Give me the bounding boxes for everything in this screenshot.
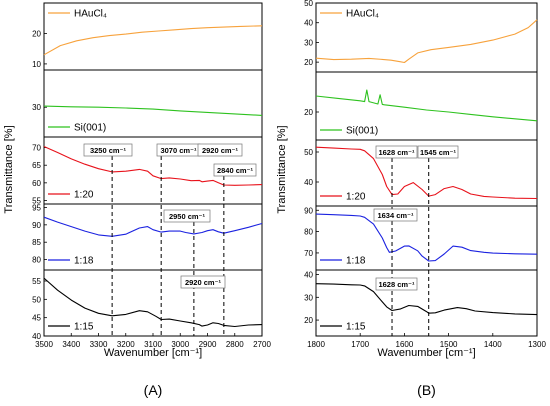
legend-label: 1:20 — [74, 190, 94, 201]
y-tick-label: 70 — [304, 249, 313, 258]
legend-label: Si(001) — [346, 126, 378, 137]
y-tick-label: 40 — [304, 19, 313, 28]
series-line — [315, 19, 538, 64]
legend-label: HAuCl₄ — [74, 9, 107, 20]
y-tick-label: 20 — [32, 29, 41, 38]
series-line — [43, 216, 263, 237]
annotation-box — [163, 209, 211, 223]
y-tick-label: 50 — [304, 148, 313, 157]
x-tick-label: 3000 — [171, 340, 189, 349]
series-line — [43, 25, 263, 56]
chart-panel: 10 20 HAuCl₄ 30 Si(001) 55 60 65 70 1:20 80 85 90 95 1… — [3, 2, 271, 398]
panel-label: (A) — [144, 382, 163, 398]
annotation-label: 1628 cm⁻¹ — [378, 280, 415, 289]
x-tick-label: 1800 — [307, 340, 325, 349]
y-tick-label: 20 — [304, 316, 313, 325]
y-axis-label: Transmittance [%] — [276, 125, 288, 213]
x-tick-label: 2900 — [199, 340, 217, 349]
annotation-box — [375, 277, 418, 291]
y-tick-label: 50 — [304, 0, 313, 8]
annotation-label: 1634 cm⁻¹ — [377, 211, 414, 220]
y-tick-label: 90 — [32, 221, 41, 230]
annotation-label: 1628 cm⁻¹ — [378, 148, 415, 157]
y-tick-label: 40 — [304, 271, 313, 280]
annotation-box — [417, 145, 459, 159]
x-tick-label: 2800 — [226, 340, 244, 349]
legend-label: 1:18 — [74, 256, 94, 267]
y-tick-label: 65 — [32, 161, 41, 170]
y-tick-label: 40 — [32, 332, 41, 341]
y-tick-label: 50 — [32, 295, 41, 304]
series-line — [315, 146, 538, 200]
panel-label: (B) — [417, 382, 436, 398]
legend-label: 1:15 — [74, 322, 94, 333]
x-tick-label: 1700 — [351, 340, 369, 349]
annotation-label: 1545 cm⁻¹ — [420, 148, 457, 157]
legend-label: 1:18 — [346, 256, 366, 267]
annotation-label: 2840 cm⁻¹ — [217, 166, 254, 175]
y-tick-label: 70 — [32, 144, 41, 153]
series-line — [43, 277, 263, 328]
x-tick-label: 3300 — [90, 340, 108, 349]
series-line — [315, 213, 538, 262]
y-tick-label: 85 — [32, 238, 41, 247]
y-tick-label: 80 — [304, 228, 313, 237]
y-tick-label: 55 — [32, 277, 41, 286]
y-tick-label: 40 — [304, 178, 313, 187]
subplot-frame — [315, 269, 538, 337]
x-tick-label: 1500 — [440, 340, 458, 349]
y-tick-label: 55 — [32, 196, 41, 205]
x-tick-label: 1300 — [528, 340, 546, 349]
annotation-label: 3250 cm⁻¹ — [90, 146, 127, 155]
x-tick-label: 3100 — [144, 340, 162, 349]
annotation-label: 2920 cm⁻¹ — [185, 278, 222, 287]
annotation-label: 2950 cm⁻¹ — [169, 212, 206, 221]
y-tick-label: 30 — [304, 293, 313, 302]
x-tick-label: 3500 — [35, 340, 53, 349]
series-line — [315, 89, 538, 122]
y-axis-label: Transmittance [%] — [3, 125, 15, 213]
annotation-box — [375, 145, 418, 159]
annotation-box — [213, 163, 257, 177]
chart-panel: 20 30 40 50 HAuCl₄ 20 Si(001) 40 50 1:20 70 80 90 1:1… — [276, 0, 546, 398]
y-tick-label: 30 — [304, 38, 313, 47]
legend-label: HAuCl₄ — [346, 9, 379, 20]
x-axis-label: Wavenumber [cm⁻¹] — [104, 347, 202, 359]
y-tick-label: 90 — [304, 206, 313, 215]
y-tick-label: 60 — [32, 179, 41, 188]
x-tick-label: 3400 — [62, 340, 80, 349]
annotation-box — [197, 143, 243, 157]
annotation-label: 2920 cm⁻¹ — [202, 146, 239, 155]
legend-label: Si(001) — [74, 123, 106, 134]
legend-label: 1:20 — [346, 192, 366, 203]
x-tick-label: 2700 — [253, 340, 271, 349]
y-tick-label: 20 — [304, 108, 313, 117]
y-tick-label: 30 — [32, 103, 41, 112]
x-tick-label: 1400 — [484, 340, 502, 349]
y-tick-label: 20 — [304, 58, 313, 67]
y-tick-label: 45 — [32, 314, 41, 323]
x-axis-label: Wavenumber [cm⁻¹] — [377, 347, 475, 359]
annotation-box — [180, 275, 226, 289]
annotation-box — [373, 208, 418, 222]
series-line — [43, 105, 263, 116]
x-tick-label: 3200 — [117, 340, 135, 349]
y-tick-label: 10 — [32, 60, 41, 69]
series-line — [315, 283, 538, 316]
annotation-label: 3070 cm⁻¹ — [160, 146, 197, 155]
y-tick-label: 80 — [32, 256, 41, 265]
legend-label: 1:15 — [346, 322, 366, 333]
x-tick-label: 1600 — [396, 340, 414, 349]
annotation-box — [83, 143, 133, 157]
y-tick-label: 95 — [32, 203, 41, 212]
series-line — [43, 145, 263, 186]
